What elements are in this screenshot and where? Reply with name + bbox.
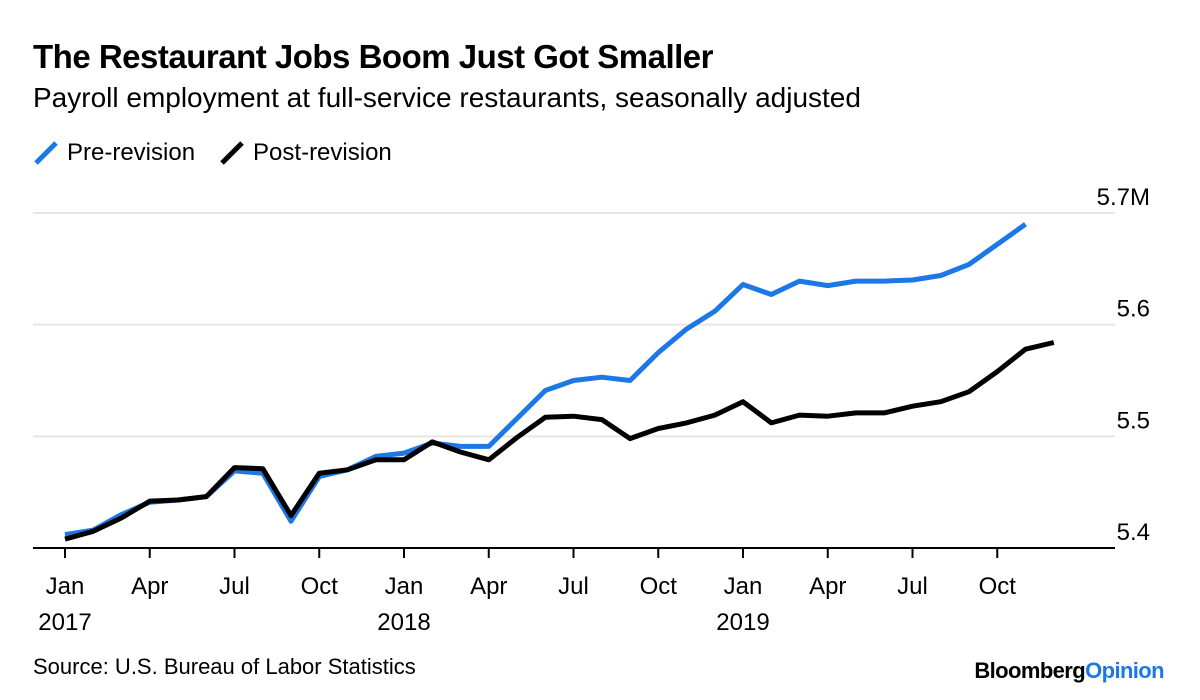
legend-item-post-revision: Post-revision (219, 139, 392, 167)
y-tick-label-0: 5.7M (1097, 184, 1150, 211)
series-line-post-revision (64, 340, 1055, 542)
x-tick-label-4: Jan (385, 573, 424, 600)
source-note: Source: U.S. Bureau of Labor Statistics (33, 654, 416, 679)
x-tick-label-7: Oct (640, 573, 678, 600)
brand-logo: BloombergOpinion (974, 658, 1164, 684)
brand-logo-part2: Opinion (1085, 658, 1165, 683)
x-tick-label-2: Jul (219, 573, 250, 600)
x-tick-label-8: Jan (724, 573, 763, 600)
legend-swatch-post-revision (220, 141, 244, 165)
y-axis-ticks: 5.7M 5.6 5.5 5.4 (1097, 184, 1150, 546)
x-tick-label-3: Oct (301, 573, 339, 600)
x-tick-label-6: Jul (558, 573, 589, 600)
chart-subtitle: Payroll employment at full-service resta… (33, 82, 861, 113)
x-tick-label-10: Jul (897, 573, 928, 600)
legend: Pre-revision Post-revision (33, 137, 416, 169)
series-lines (64, 222, 1055, 542)
y-tick-label-2: 5.5 (1117, 407, 1150, 434)
chart-title: The Restaurant Jobs Boom Just Got Smalle… (33, 38, 713, 75)
x-tick-label-1: Apr (131, 573, 168, 600)
x-tick-year-4: 2018 (377, 609, 430, 636)
x-tick-label-0: Jan (46, 573, 85, 600)
x-tick-label-5: Apr (470, 573, 507, 600)
y-tick-label-3: 5.4 (1117, 519, 1150, 546)
x-tick-label-9: Apr (809, 573, 846, 600)
series-line-pre-revision (64, 222, 1027, 538)
legend-item-pre-revision: Pre-revision (33, 139, 195, 167)
gridlines (33, 212, 1115, 438)
x-tick-year-0: 2017 (38, 609, 91, 636)
legend-label-post-revision: Post-revision (253, 139, 392, 166)
legend-swatch-pre-revision (34, 141, 58, 165)
brand-logo-part1: Bloomberg (974, 658, 1086, 683)
x-tick-label-11: Oct (979, 573, 1017, 600)
y-tick-label-1: 5.6 (1117, 296, 1150, 323)
x-axis: Jan 2017 Apr Jul Oct Jan 2018 Apr Jul Oct Jan 2019 A… (33, 547, 1115, 636)
legend-label-pre-revision: Pre-revision (67, 139, 196, 166)
x-tick-year-8: 2019 (716, 609, 769, 636)
